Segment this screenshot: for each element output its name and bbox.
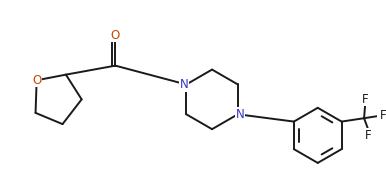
Text: F: F (365, 129, 372, 142)
Text: F: F (380, 109, 386, 122)
Text: O: O (111, 29, 120, 42)
Text: N: N (179, 78, 188, 91)
Text: O: O (32, 74, 41, 87)
Text: F: F (362, 93, 369, 106)
Text: N: N (236, 108, 244, 121)
